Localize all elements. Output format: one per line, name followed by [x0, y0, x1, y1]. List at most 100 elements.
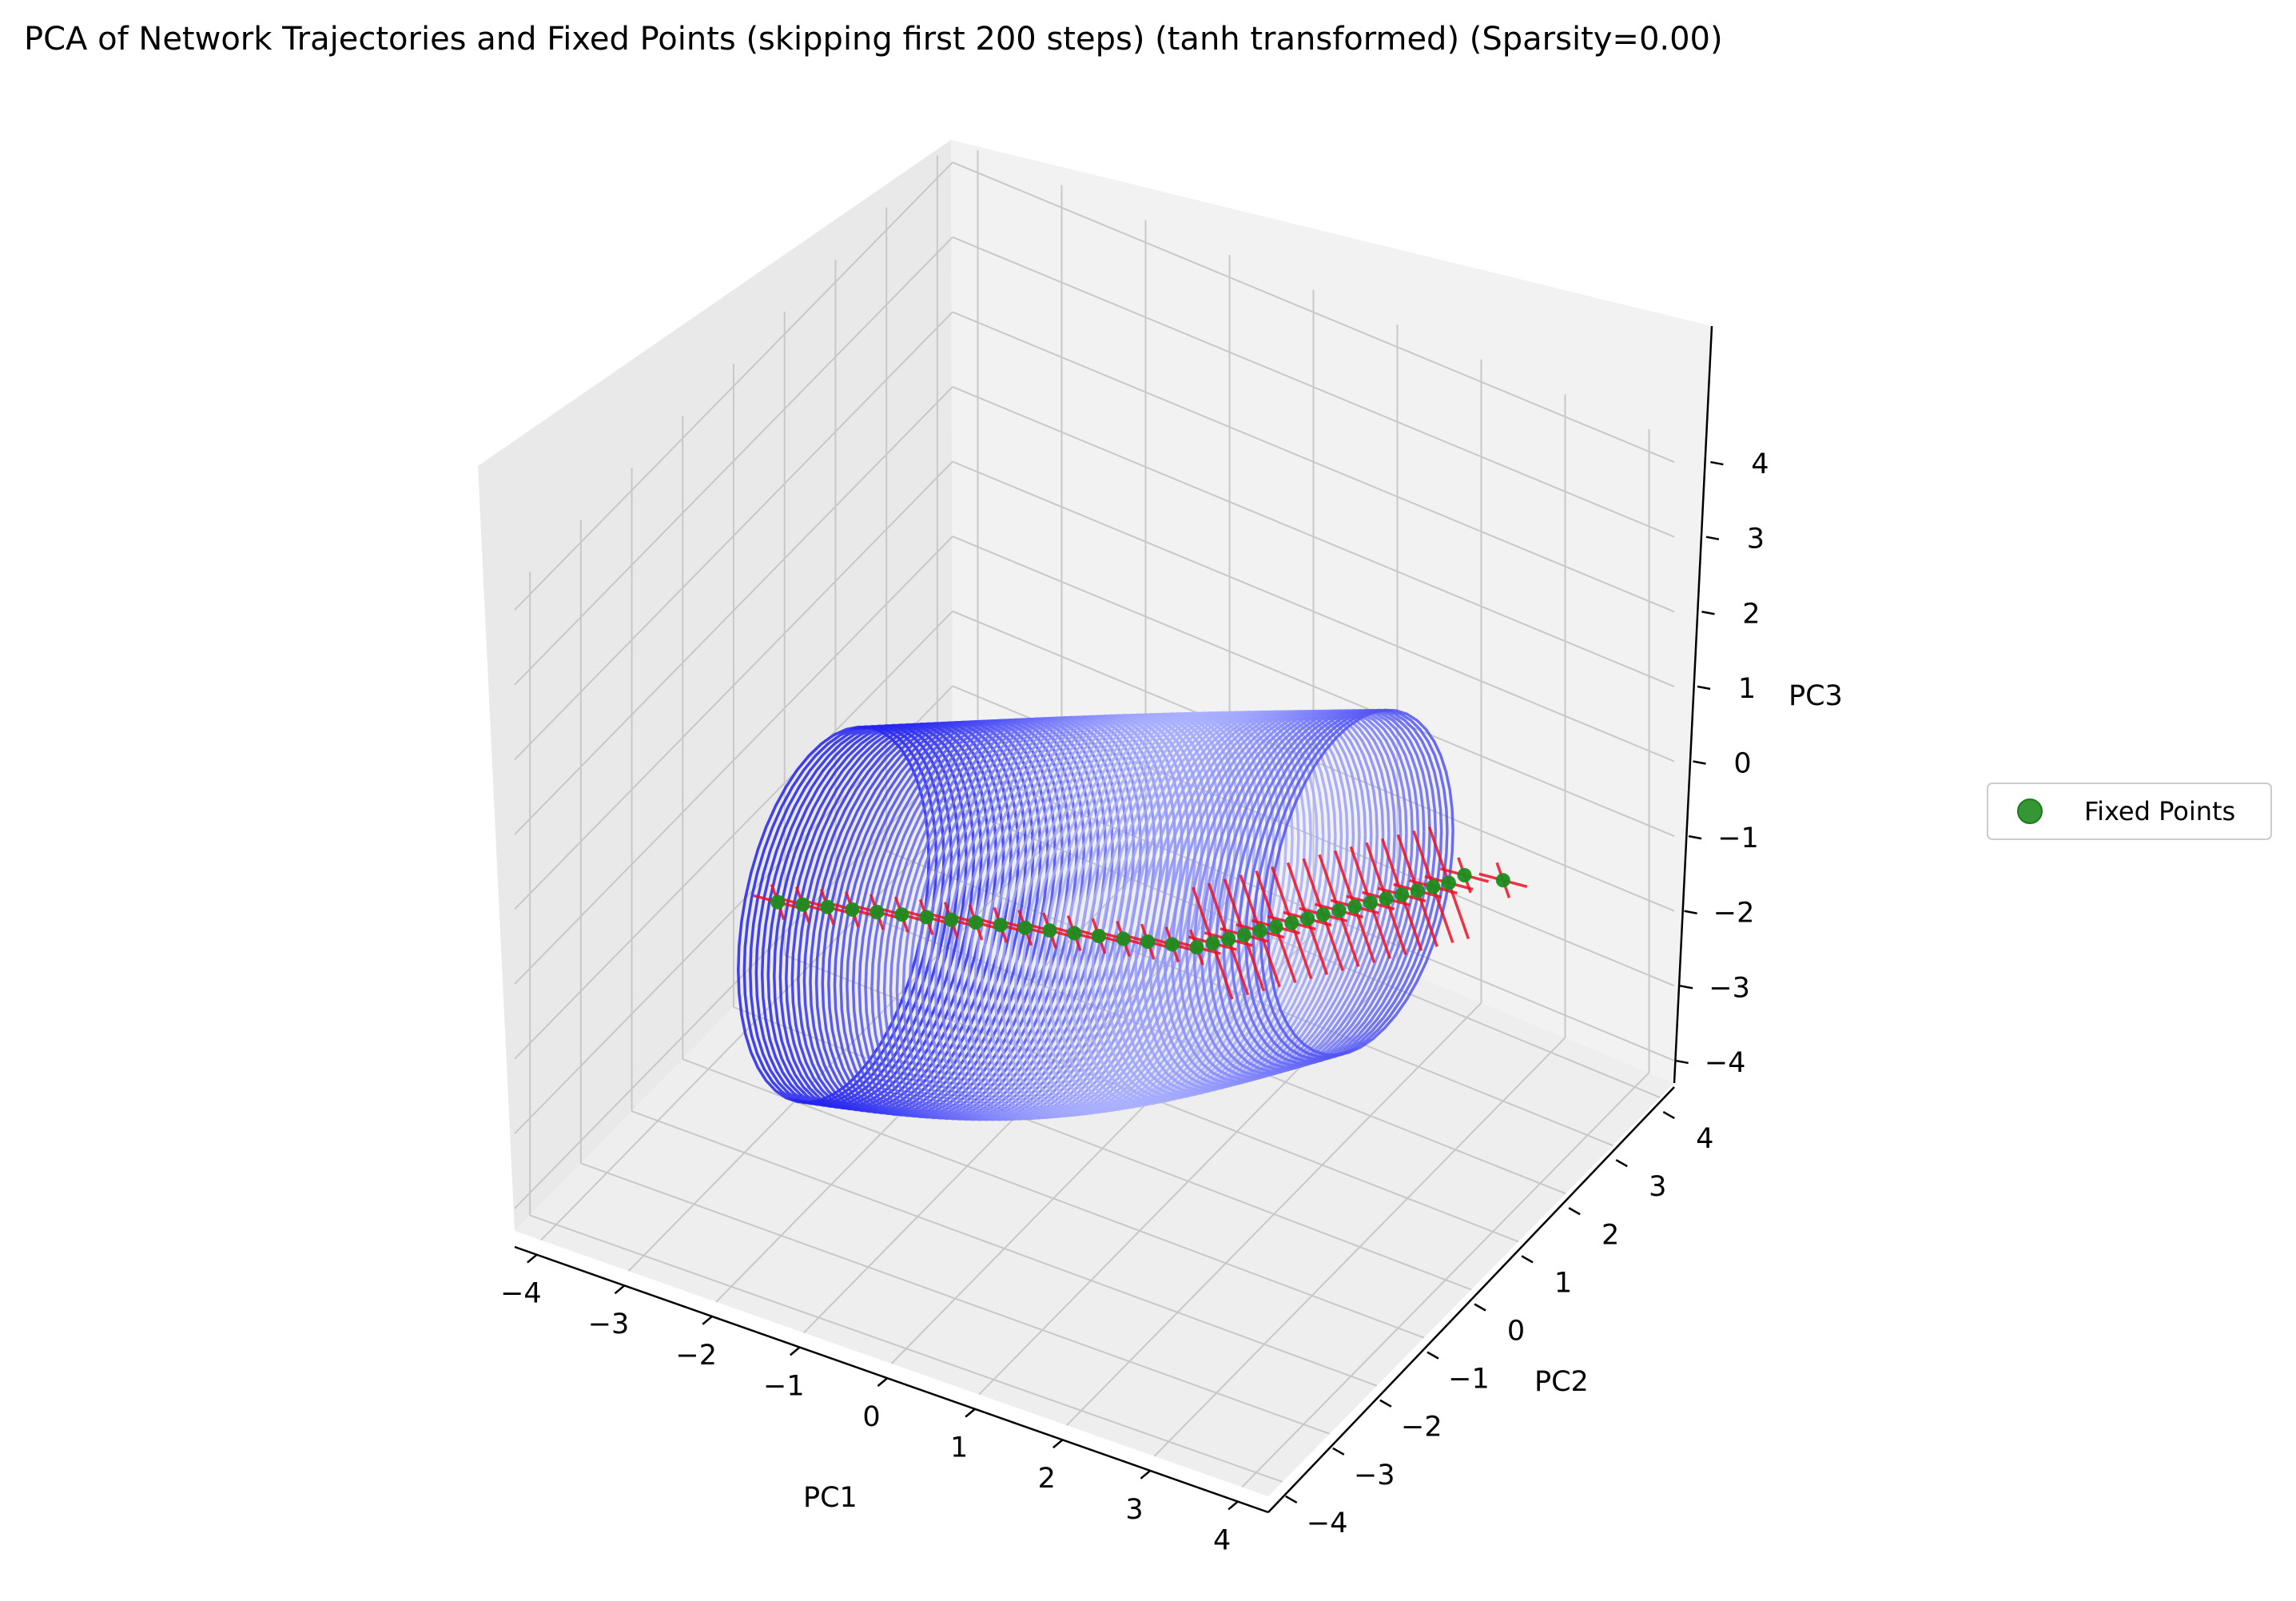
- x-tick: [965, 1408, 976, 1418]
- fixed-point-marker: [1426, 879, 1441, 894]
- tick-label: 3: [1649, 1171, 1666, 1203]
- tick-label: 2: [1742, 598, 1760, 630]
- fixed-point-marker: [845, 902, 860, 917]
- fixed-point-marker: [969, 915, 983, 930]
- grid-z-left: [514, 236, 953, 686]
- z-axis-line: [1673, 325, 1713, 1084]
- fixed-point-marker: [1363, 895, 1378, 910]
- fixed-point-marker: [894, 907, 909, 922]
- fixed-points-series: [770, 868, 1510, 955]
- tick-label: −1: [1448, 1364, 1490, 1396]
- grid-z-left: [514, 611, 953, 1060]
- x-tick: [1228, 1500, 1239, 1511]
- grid-z-back: [952, 460, 1675, 763]
- y-tick: [1662, 1110, 1675, 1120]
- fixed-point-marker: [1395, 887, 1410, 902]
- fixed-point-marker: [1221, 931, 1236, 946]
- tick-label: 3: [1747, 524, 1765, 556]
- fixed-point-marker: [1116, 931, 1131, 946]
- tick-label: 4: [1751, 448, 1769, 480]
- grid-z-back: [952, 536, 1675, 838]
- axis-ticks: [527, 460, 1724, 1511]
- fixed-point-marker: [1441, 875, 1456, 890]
- fixed-point-marker: [820, 899, 835, 914]
- tick-label: −1: [763, 1370, 805, 1402]
- grid-y-floor: [580, 1162, 1331, 1435]
- fixed-point-marker: [1140, 934, 1156, 950]
- tick-label: 3: [1125, 1494, 1143, 1526]
- legend: Fixed Points: [1987, 783, 2272, 840]
- grid-z-left: [514, 161, 953, 611]
- x-tick: [702, 1315, 713, 1325]
- z-tick: [1710, 460, 1724, 466]
- tick-label: −2: [675, 1340, 717, 1372]
- z-tick: [1679, 985, 1693, 990]
- z-tick: [1684, 910, 1697, 914]
- grid-z-left: [514, 536, 953, 985]
- fixed-point-marker: [944, 912, 959, 927]
- grid-y-floor: [631, 1110, 1378, 1387]
- x-axis-title: PC1: [803, 1482, 858, 1514]
- fixed-point-marker: [1300, 911, 1315, 926]
- y-axis-title: PC2: [1534, 1366, 1589, 1398]
- x-tick: [790, 1346, 801, 1356]
- fixed-point-marker: [1457, 868, 1472, 882]
- fixed-point-marker: [1347, 899, 1363, 914]
- fixed-point-marker: [919, 910, 934, 925]
- tick-label: −2: [1401, 1412, 1442, 1444]
- x-tick: [1140, 1469, 1152, 1480]
- tick-label: 1: [1738, 673, 1756, 705]
- tick-label: −2: [1713, 898, 1755, 930]
- y-axis-line: [1267, 1086, 1675, 1513]
- legend-fixed-points-marker: [2017, 799, 2043, 824]
- chart-title: PCA of Network Trajectories and Fixed Po…: [24, 21, 1723, 58]
- grid-z-back: [952, 161, 1675, 464]
- trajectory-loop: [1267, 708, 1454, 1057]
- fixed-point-marker: [1067, 926, 1082, 941]
- fixed-point-marker: [1379, 891, 1394, 906]
- axis-lines: [514, 325, 1713, 1514]
- z-tick: [1675, 1059, 1689, 1065]
- grid-z-left: [514, 685, 953, 1135]
- x-tick: [877, 1377, 889, 1387]
- z-tick: [1688, 834, 1702, 840]
- tick-label: 0: [1733, 748, 1751, 780]
- y-tick: [1332, 1447, 1345, 1456]
- tick-label: −3: [1354, 1460, 1395, 1491]
- trajectory-series: [737, 708, 1454, 1121]
- tick-label: −4: [1705, 1047, 1746, 1079]
- tick-label: 4: [1696, 1123, 1713, 1155]
- tick-label: 0: [1507, 1316, 1525, 1348]
- z-tick: [1701, 611, 1715, 615]
- fixed-point-marker: [869, 905, 885, 919]
- tick-label: 4: [1213, 1524, 1231, 1556]
- legend-box: [1987, 783, 2272, 840]
- grid-z-back: [952, 385, 1675, 687]
- grid-z-left: [514, 386, 953, 835]
- grid-z-back: [952, 311, 1675, 613]
- tick-label: −4: [500, 1278, 542, 1310]
- tick-label: −3: [588, 1308, 630, 1340]
- z-axis-title: PC3: [1789, 680, 1843, 712]
- fixed-point-marker: [1164, 937, 1180, 952]
- fixed-point-marker: [770, 894, 786, 910]
- fixed-point-marker: [1495, 873, 1510, 888]
- tick-label: −4: [1307, 1507, 1348, 1539]
- y-tick: [1521, 1255, 1534, 1264]
- fixed-point-marker: [1236, 927, 1251, 942]
- fixed-point-marker: [795, 897, 810, 912]
- fixed-point-marker: [993, 918, 1008, 933]
- tick-label: −1: [1717, 822, 1759, 854]
- fixed-point-marker: [1205, 936, 1220, 951]
- fixed-point-marker: [1189, 940, 1204, 955]
- grid-z-back: [952, 236, 1675, 538]
- z-tick: [1697, 685, 1711, 691]
- grid-y-floor: [682, 1058, 1425, 1339]
- y-tick: [1285, 1495, 1298, 1504]
- tick-label: 2: [1602, 1219, 1619, 1251]
- tick-label: 1: [1554, 1267, 1572, 1299]
- fixed-point-marker: [1315, 907, 1331, 922]
- y-tick: [1427, 1351, 1439, 1360]
